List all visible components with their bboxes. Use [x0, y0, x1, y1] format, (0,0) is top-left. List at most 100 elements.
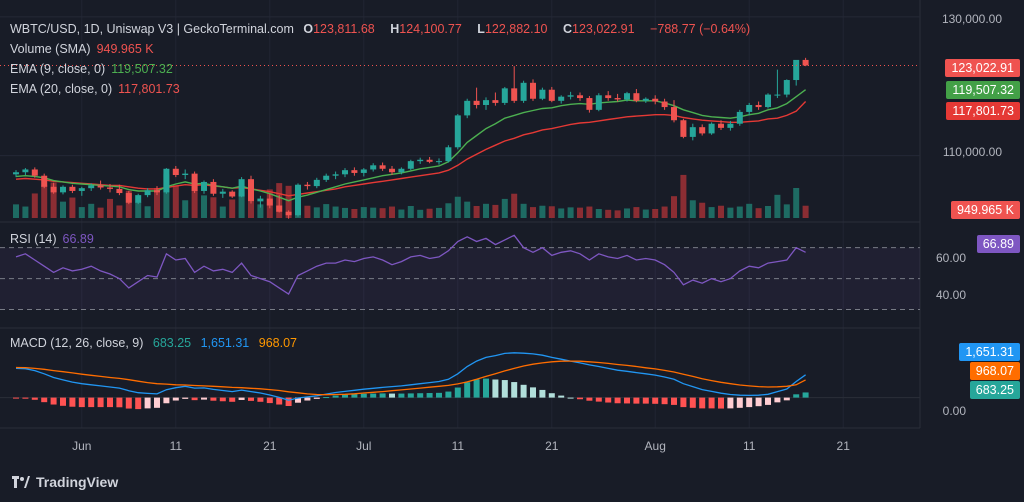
x-tick-label: 21 [263, 439, 277, 453]
candle-body [144, 190, 151, 196]
ohlc-close: C123,022.91 [562, 22, 635, 36]
candle-body [107, 187, 113, 189]
candle-body [78, 188, 85, 191]
macd-hist-tag: 683.25 [969, 381, 1020, 399]
candle-body [680, 120, 687, 137]
volume-bar [680, 174, 687, 218]
volume-bar [154, 188, 160, 218]
volume-bar [567, 207, 574, 218]
candle-body [793, 59, 800, 81]
macd-histogram-bar [755, 397, 762, 407]
volume-bar [78, 207, 85, 218]
volume-bar [107, 198, 113, 218]
macd-histogram-bar [398, 393, 405, 398]
rsi-line [15, 234, 806, 296]
volume-bar [614, 210, 621, 218]
macd-tick-0: 0.00 [942, 404, 966, 418]
rsi-legend: RSI (14) 66.89 [10, 232, 100, 246]
volume-bar [520, 203, 527, 218]
candle-body [783, 80, 790, 95]
ema9-label: EMA (9, close, 0) [10, 62, 106, 76]
macd-histogram-bar [577, 397, 583, 400]
macd-histogram-bar [614, 397, 621, 404]
macd-histogram-bar [783, 397, 790, 401]
candle-body [727, 123, 734, 128]
volume-bar [661, 206, 668, 218]
candle-body [765, 94, 771, 108]
candle-body [567, 95, 574, 97]
macd-histogram-bar [389, 393, 395, 398]
volume-bar [332, 206, 339, 218]
tradingview-brand[interactable]: TradingView [12, 474, 118, 490]
candle-body [238, 179, 245, 197]
candle-body [60, 186, 66, 193]
macd-histogram-bar [407, 393, 414, 398]
volume-bar [558, 208, 565, 218]
candle-body [398, 168, 405, 173]
candle-body [351, 170, 358, 173]
candle-body [426, 159, 433, 162]
macd-histogram-bar [718, 397, 724, 409]
volume-bar [492, 204, 499, 218]
volume-bar [370, 207, 377, 218]
volume-bar [191, 179, 198, 218]
candle-body [182, 173, 189, 176]
ohlc-open: O123,811.68 [303, 22, 375, 36]
macd-histogram-bar [511, 382, 518, 398]
candle-body [558, 96, 565, 101]
candle-body [201, 181, 207, 191]
ema20-tag: 117,801.73 [946, 102, 1020, 120]
macd-histogram-bar [774, 397, 781, 403]
macd-histogram-bar [370, 393, 377, 398]
macd-histogram-bar [22, 397, 29, 399]
macd-histogram-bar [304, 397, 311, 401]
macd-histogram-bar [276, 397, 283, 405]
volume-bar [22, 206, 29, 218]
volume-bar [172, 185, 179, 218]
volume-bar [163, 174, 170, 218]
tradingview-label: TradingView [36, 474, 119, 490]
x-tick-label: Jul [356, 439, 371, 453]
macd-histogram-bar [172, 397, 179, 401]
candle-body [689, 127, 696, 137]
macd-histogram-bar [97, 397, 104, 408]
macd-histogram-bar [257, 397, 264, 402]
macd-histogram-bar [445, 391, 452, 398]
candle-body [295, 184, 301, 216]
candle-body [389, 168, 395, 173]
volume-bar [135, 202, 142, 218]
macd-signal-tag: 968.07 [969, 362, 1020, 380]
volume-bar [605, 209, 612, 218]
volume-bar [417, 209, 424, 218]
macd-histogram-bar [727, 397, 734, 409]
x-tick-label: 11 [743, 439, 756, 453]
macd-histogram-bar [793, 394, 800, 398]
macd-histogram-bar [210, 397, 217, 401]
volume-legend: Volume (SMA) 949.965 K [10, 42, 160, 56]
volume-bar [229, 199, 236, 218]
candle-body [266, 198, 273, 206]
rsi-tag: 66.89 [976, 235, 1020, 253]
macd-histogram-bar [736, 397, 743, 408]
volume-bar [464, 201, 471, 218]
candle-body [614, 98, 621, 100]
volume-bar [31, 193, 38, 218]
x-tick-label: Jun [72, 439, 91, 453]
macd-histogram-bar [661, 397, 668, 405]
volume-bar [501, 198, 508, 218]
volume-label: Volume (SMA) [10, 42, 91, 56]
ema9-legend: EMA (9, close, 0) 119,507.32 [10, 62, 179, 76]
header-legend: WBTC/USD, 1D, Uniswap V3 | GeckoTerminal… [10, 22, 756, 36]
candle-body [699, 127, 706, 134]
volume-bar [511, 193, 518, 218]
volume-bar [671, 196, 677, 218]
volume-bar [342, 207, 348, 218]
rsi-label: RSI (14) [10, 232, 57, 246]
candle-body [483, 100, 489, 105]
macd-legend: MACD (12, 26, close, 9) 683.25 1,651.31 … [10, 336, 303, 350]
price-tick-130000: 130,000.00 [941, 12, 1002, 26]
volume-bar [718, 205, 724, 218]
macd-hist-value: 683.25 [152, 336, 192, 350]
